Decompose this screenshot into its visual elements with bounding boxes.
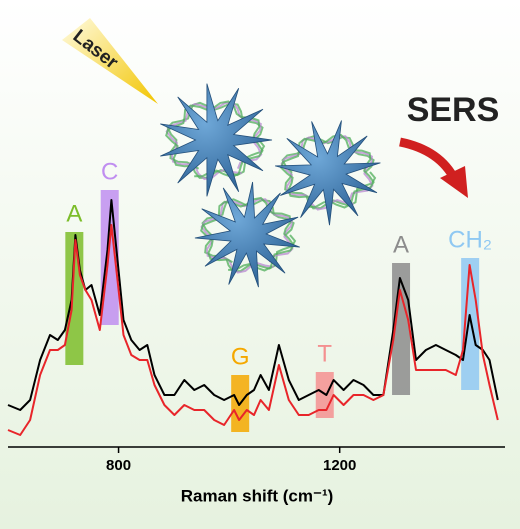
- x-axis-label: Raman shift (cm⁻¹): [181, 486, 334, 505]
- x-tick-label: 800: [106, 457, 131, 474]
- dna-strand: [165, 100, 264, 179]
- sers-arrowhead: [440, 166, 468, 198]
- x-tick-label: 1200: [323, 457, 356, 474]
- nanostar: [160, 83, 273, 197]
- nanostar: [274, 120, 381, 226]
- nanostars: [160, 83, 381, 288]
- spectrum-line: [7, 224, 499, 436]
- peak-label: G: [231, 343, 250, 370]
- laser-beam: [62, 18, 158, 104]
- peak-band: [392, 263, 411, 395]
- dna-strand: [280, 133, 375, 209]
- sers-label: SERS: [407, 91, 500, 129]
- peak-label: CH₂: [448, 226, 492, 253]
- peak-band: [461, 258, 480, 390]
- peak-label: T: [317, 340, 332, 367]
- peak-label: A: [66, 200, 82, 227]
- peak-label: C: [101, 158, 118, 185]
- nanostar: [194, 181, 300, 288]
- peak-label: A: [393, 231, 409, 258]
